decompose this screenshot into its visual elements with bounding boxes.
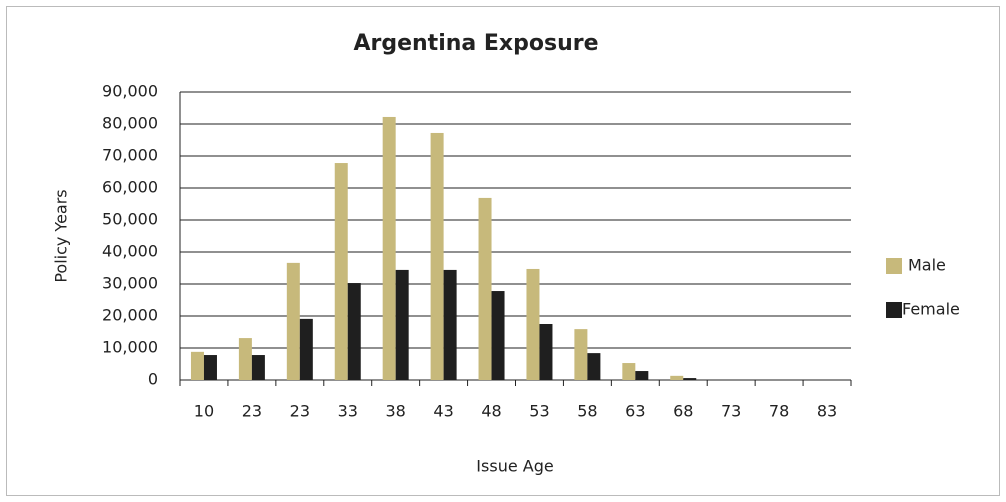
y-tick-label: 10,000 — [102, 338, 158, 357]
x-tick-label: 38 — [385, 402, 405, 421]
x-tick-label: 58 — [577, 402, 597, 421]
x-tick-label: 68 — [673, 402, 693, 421]
x-tick-label: 83 — [817, 402, 837, 421]
y-tick-label: 40,000 — [102, 242, 158, 261]
bar — [334, 163, 348, 380]
x-tick-label: 78 — [769, 402, 789, 421]
legend-swatch — [886, 258, 902, 274]
bar — [635, 371, 649, 380]
x-tick-label: 53 — [529, 402, 549, 421]
bar — [526, 268, 540, 380]
bar — [574, 329, 588, 380]
bar — [478, 197, 492, 380]
chart-frame — [6, 6, 1000, 496]
y-axis-label: Policy Years — [52, 189, 71, 282]
bar — [587, 353, 601, 380]
bar — [299, 318, 313, 380]
x-axis-label: Issue Age — [476, 457, 553, 476]
bar — [203, 355, 217, 380]
legend-label: Male — [908, 256, 946, 275]
x-tick-label: 23 — [290, 402, 310, 421]
x-tick-label: 63 — [625, 402, 645, 421]
y-tick-label: 90,000 — [102, 82, 158, 101]
bar — [443, 269, 457, 380]
bar — [430, 132, 444, 380]
x-tick-label: 23 — [242, 402, 262, 421]
bar — [670, 375, 684, 380]
bar — [622, 363, 636, 380]
y-tick-label: 20,000 — [102, 306, 158, 325]
bar — [491, 291, 505, 380]
legend-swatch — [886, 302, 902, 318]
bar — [238, 338, 252, 380]
bar — [539, 324, 553, 380]
bar — [382, 116, 396, 381]
chart-title: Argentina Exposure — [353, 31, 598, 56]
y-tick-label: 80,000 — [102, 114, 158, 133]
bar — [683, 378, 697, 380]
bar — [286, 262, 300, 380]
x-tick-label: 43 — [433, 402, 453, 421]
y-tick-label: 30,000 — [102, 274, 158, 293]
y-tick-label: 0 — [148, 370, 158, 389]
x-tick-label: 73 — [721, 402, 741, 421]
bar — [251, 355, 265, 380]
x-tick-label: 48 — [481, 402, 501, 421]
y-tick-label: 60,000 — [102, 178, 158, 197]
y-tick-label: 70,000 — [102, 146, 158, 165]
bar — [395, 269, 409, 380]
bar — [347, 283, 361, 380]
y-tick-label: 50,000 — [102, 210, 158, 229]
bar — [190, 351, 204, 380]
x-tick-label: 33 — [338, 402, 358, 421]
x-tick-label: 10 — [194, 402, 214, 421]
legend-label: Female — [902, 300, 960, 319]
